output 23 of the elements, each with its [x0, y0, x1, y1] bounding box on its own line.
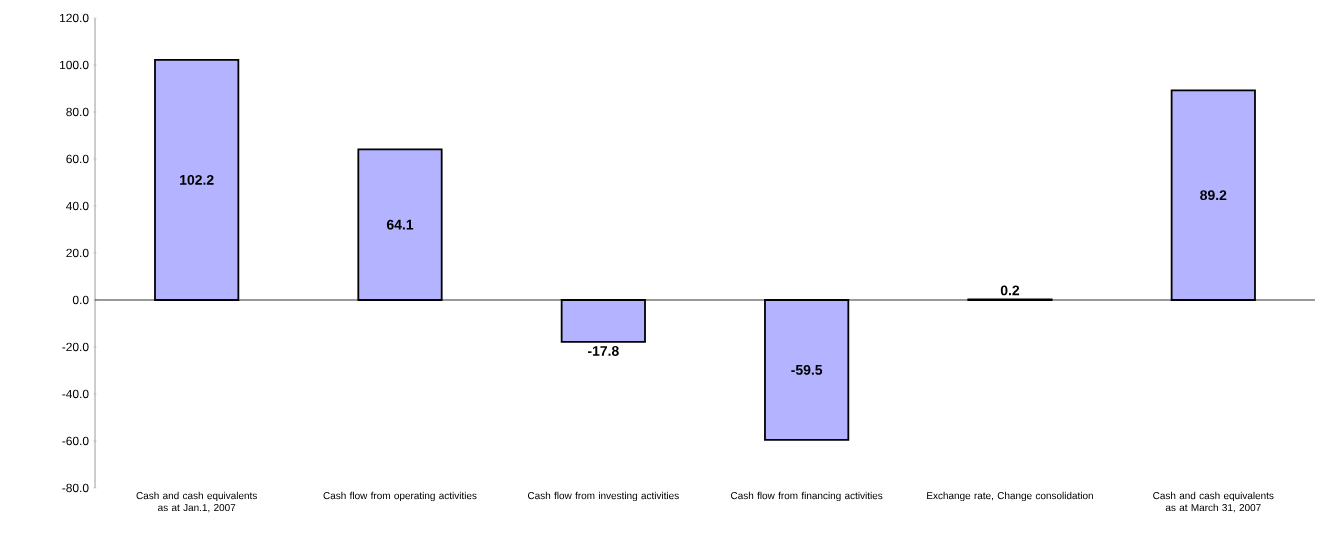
- y-tick-label: -20.0: [62, 342, 89, 352]
- y-tick-label: -40.0: [62, 389, 89, 399]
- y-tick-label: 100.0: [60, 60, 89, 70]
- data-label: 89.2: [1200, 190, 1227, 201]
- data-label: 102.2: [180, 174, 214, 185]
- data-label: -17.8: [587, 346, 619, 356]
- y-tick-label: 40.0: [66, 201, 89, 211]
- data-label: 0.2: [1000, 285, 1020, 296]
- x-tick-label: Exchange rate, Change consolidation: [927, 491, 1093, 502]
- x-tick-label: Cash flow from investing activities: [527, 491, 679, 502]
- x-tick-label: Cash flow from operating activities: [323, 491, 477, 502]
- y-tick-label: -60.0: [62, 436, 89, 446]
- y-tick-label: 120.0: [60, 13, 89, 23]
- x-tick-label: Cash and cash equivalents as at March 31, 2007: [1153, 491, 1274, 513]
- y-tick-label: 20.0: [66, 248, 89, 258]
- x-tick-label: Cash flow from financing activities: [731, 491, 883, 502]
- y-tick-label: -80.0: [62, 483, 89, 493]
- y-tick-label: 0.0: [72, 295, 89, 305]
- x-tick-label: Cash and cash equivalents as at Jan.1, 2007: [136, 491, 257, 513]
- data-label: -59.5: [791, 364, 823, 375]
- y-tick-label: 60.0: [66, 154, 89, 164]
- y-tick-label: 80.0: [66, 107, 89, 117]
- data-label: 64.1: [386, 219, 414, 230]
